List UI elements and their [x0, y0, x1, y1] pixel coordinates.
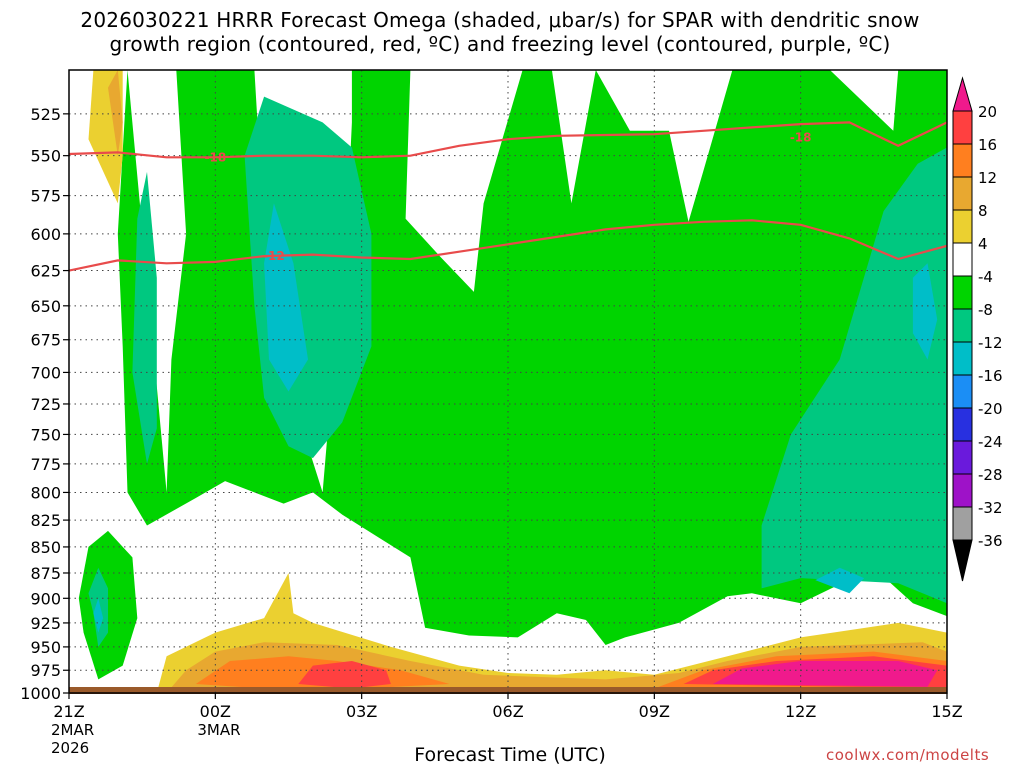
y-axis: 525 550 575 600 625 650 675 700 725 750 775 800 825 8…	[20, 105, 69, 703]
colorbar-label-neg24: -24	[978, 433, 1003, 451]
colorbar-label-neg8: -8	[978, 301, 993, 319]
colorbar-label-8: 8	[978, 202, 988, 220]
colorbar-label-neg20: -20	[978, 400, 1003, 418]
colorbar-bottom-arrow	[952, 539, 973, 582]
x-tick-date-00Z: 3MAR	[197, 721, 240, 739]
colorbar-label-16: 16	[978, 136, 997, 154]
contour-line-1	[69, 219, 947, 272]
omega-region-neg12-7	[912, 263, 938, 360]
y-tick-label-825: 825	[30, 511, 61, 530]
colorbar-box-9	[952, 374, 973, 409]
omega-region-neg8-4	[761, 147, 947, 604]
colorbar-label-neg12: -12	[978, 334, 1003, 352]
y-tick-label-950: 950	[30, 638, 61, 657]
colorbar-box-8	[952, 341, 973, 376]
y-tick-label-775: 775	[30, 455, 61, 474]
colorbar-box-5	[952, 242, 973, 277]
colorbar-label-4: 4	[978, 235, 988, 253]
colorbar-box-13	[952, 506, 973, 541]
omega-region-neg12-9	[93, 598, 104, 633]
y-tick-label-725: 725	[30, 395, 61, 414]
colorbar-box-10	[952, 407, 973, 442]
contour-label-0-0: -18	[204, 150, 226, 164]
colorbar-label-20: 20	[978, 103, 997, 121]
chart-title: 2026030221 HRRR Forecast Omega (shaded, …	[0, 8, 1000, 56]
credit-text: coolwx.com/modelts	[826, 746, 990, 764]
y-tick-label-675: 675	[30, 331, 61, 350]
colorbar-box-6	[952, 275, 973, 310]
x-axis-label: Forecast Time (UTC)	[414, 744, 606, 766]
omega-region-neg12-8	[815, 567, 865, 594]
y-tick-label-625: 625	[30, 262, 61, 281]
x-tick-year-21Z: 2026	[51, 739, 89, 757]
y-tick-label-600: 600	[30, 225, 61, 244]
omega-region-16-16	[298, 661, 391, 689]
contour-label-0-1: -18	[790, 131, 812, 145]
y-tick-label-550: 550	[30, 147, 61, 166]
contour-label-1-0: -12	[263, 249, 285, 263]
colorbar-box-4	[952, 209, 973, 244]
colorbar-box-1	[952, 110, 973, 145]
colorbar-box-2	[952, 143, 973, 178]
colorbar-label-neg32: -32	[978, 499, 1003, 517]
omega-shading	[78, 70, 947, 693]
colorbar-box-7	[952, 308, 973, 343]
omega-region-neg12-6	[264, 203, 308, 392]
chart-title-line2: growth region (contoured, red, ºC) and f…	[109, 32, 891, 56]
colorbar-label-neg36: -36	[978, 532, 1003, 550]
colorbar: 20 16 12 8 4 -4 -8 -12 -16 -20 -24 -28 -32 -36	[952, 76, 1003, 582]
colorbar-label-neg28: -28	[978, 466, 1003, 484]
colorbar-label-neg4: -4	[978, 268, 993, 286]
x-tick-label-03Z: 03Z	[346, 702, 377, 721]
grid-lines	[69, 70, 947, 693]
y-tick-label-850: 850	[30, 538, 61, 557]
x-tick-date-21Z: 2MAR	[51, 721, 94, 739]
colorbar-box-12	[952, 473, 973, 508]
y-tick-label-925: 925	[30, 614, 61, 633]
y-tick-label-900: 900	[30, 589, 61, 608]
colorbar-top-arrow	[952, 76, 973, 112]
omega-region-neg4-1	[78, 530, 138, 680]
x-tick-label-12Z: 12Z	[785, 702, 816, 721]
ground-strip	[69, 687, 947, 694]
colorbar-label-12: 12	[978, 169, 997, 187]
y-tick-label-1000: 1000	[20, 684, 61, 703]
y-tick-label-875: 875	[30, 564, 61, 583]
chart-title-line1: 2026030221 HRRR Forecast Omega (shaded, …	[80, 8, 920, 32]
colorbar-box-11	[952, 440, 973, 475]
x-tick-label-21Z: 21Z	[53, 702, 84, 721]
x-tick-label-15Z: 15Z	[931, 702, 962, 721]
omega-region-8-12	[108, 70, 123, 156]
y-tick-label-975: 975	[30, 661, 61, 680]
x-tick-label-09Z: 09Z	[639, 702, 670, 721]
omega-region-neg4-0	[117, 70, 947, 645]
y-tick-label-800: 800	[30, 483, 61, 502]
y-tick-label-525: 525	[30, 105, 61, 124]
y-tick-label-650: 650	[30, 297, 61, 316]
colorbar-label-neg16: -16	[978, 367, 1003, 385]
contour-line-0	[69, 121, 947, 159]
temperature-contours: -18 -18 -12	[69, 121, 947, 272]
colorbar-box-3	[952, 176, 973, 211]
y-tick-label-575: 575	[30, 187, 61, 206]
omega-region-20-18	[712, 661, 938, 687]
omega-region-neg8-2	[132, 171, 157, 464]
x-tick-label-00Z: 00Z	[200, 702, 231, 721]
y-tick-label-700: 700	[30, 363, 61, 382]
x-tick-label-06Z: 06Z	[492, 702, 523, 721]
y-tick-label-750: 750	[30, 425, 61, 444]
